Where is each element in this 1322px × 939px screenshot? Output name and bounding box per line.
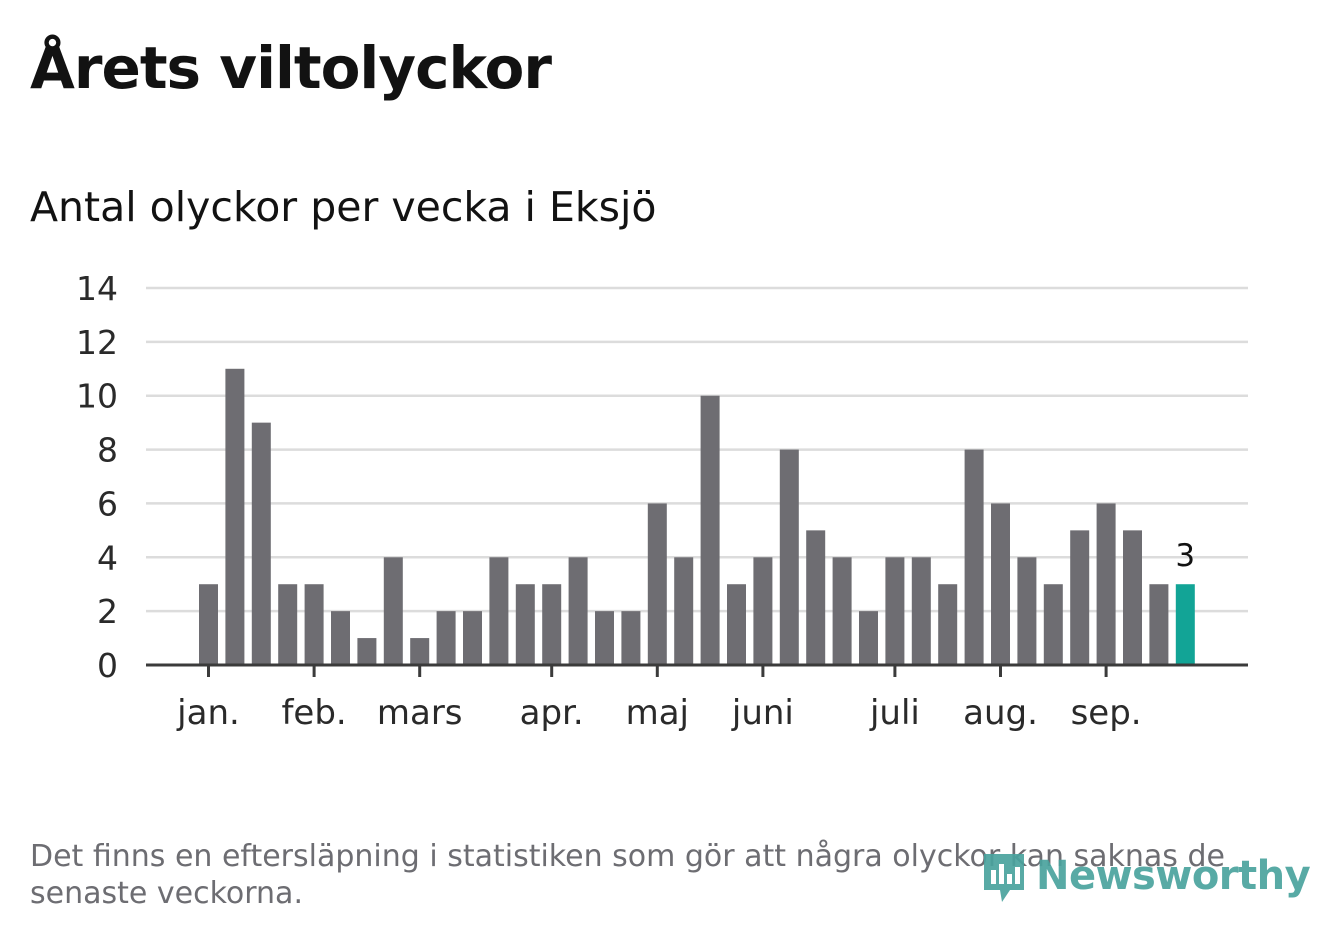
x-tick-label: juni <box>731 693 794 733</box>
x-axis-ticks: jan. feb. mars apr. maj juni juli aug. sep. <box>176 665 1142 733</box>
chart-subtitle: Antal olyckor per vecka i Eksjö <box>30 183 657 231</box>
bars <box>199 368 1195 665</box>
footnote: Det finns en eftersläpning i statistiken… <box>30 839 1225 911</box>
bar <box>674 557 694 665</box>
x-tick-label: maj <box>626 693 689 733</box>
y-axis-ticks: 0 2 4 6 8 10 12 14 <box>76 269 118 685</box>
bar <box>991 503 1010 665</box>
bar <box>304 584 324 665</box>
bar <box>700 395 720 665</box>
bar <box>647 503 667 665</box>
x-tick-label: juli <box>869 693 920 733</box>
bar <box>251 422 271 665</box>
x-tick-label: mars <box>377 693 463 733</box>
bar <box>859 611 878 665</box>
bar <box>542 584 562 665</box>
newsworthy-logo: Newsworthy <box>980 848 1311 904</box>
bar-chart: 0 2 4 6 8 10 12 14 jan. feb. mars apr. maj juni juli a… <box>76 269 1248 733</box>
y-tick-label: 4 <box>97 538 118 577</box>
newsworthy-logo-text: Newsworthy <box>1036 853 1311 899</box>
bar <box>1070 530 1090 665</box>
data-labels: 3 <box>1175 538 1195 574</box>
gridlines <box>146 286 1248 613</box>
bar <box>779 449 799 665</box>
bar <box>938 584 958 665</box>
bar <box>489 557 509 665</box>
y-tick-label: 0 <box>97 646 118 685</box>
bar <box>199 584 218 665</box>
bar <box>515 584 535 665</box>
bar <box>832 557 852 665</box>
y-tick-label: 8 <box>97 431 118 470</box>
bar <box>357 638 377 665</box>
bar <box>463 611 482 665</box>
y-tick-label: 6 <box>97 484 118 523</box>
bar-highlight <box>1175 584 1195 665</box>
bar <box>1043 584 1063 665</box>
y-tick-label: 12 <box>76 323 118 362</box>
bar <box>410 638 430 665</box>
bar <box>1017 557 1037 665</box>
bar <box>621 611 641 665</box>
bar <box>383 557 403 665</box>
bar <box>727 584 746 665</box>
bar <box>568 557 588 665</box>
x-tick-label: jan. <box>176 693 240 733</box>
bar <box>595 611 614 665</box>
y-tick-label: 2 <box>97 592 118 631</box>
x-tick-label: aug. <box>963 693 1038 733</box>
bar <box>964 449 984 665</box>
bar <box>278 584 298 665</box>
bar <box>1096 503 1116 665</box>
data-label: 3 <box>1175 538 1195 574</box>
newsworthy-logo-icon <box>984 854 1024 902</box>
x-tick-label: feb. <box>281 693 346 733</box>
y-tick-label: 10 <box>76 377 118 416</box>
bar <box>753 557 773 665</box>
chart-title: Årets viltolyckor <box>30 34 552 102</box>
x-tick-label: sep. <box>1071 693 1142 733</box>
bar <box>806 530 826 665</box>
bar <box>225 368 245 665</box>
bar <box>331 611 350 665</box>
bar <box>436 611 456 665</box>
bar <box>885 557 905 665</box>
bar <box>1123 530 1142 665</box>
bar <box>911 557 931 665</box>
x-tick-label: apr. <box>520 693 584 733</box>
y-tick-label: 14 <box>76 269 118 308</box>
bar <box>1149 584 1169 665</box>
